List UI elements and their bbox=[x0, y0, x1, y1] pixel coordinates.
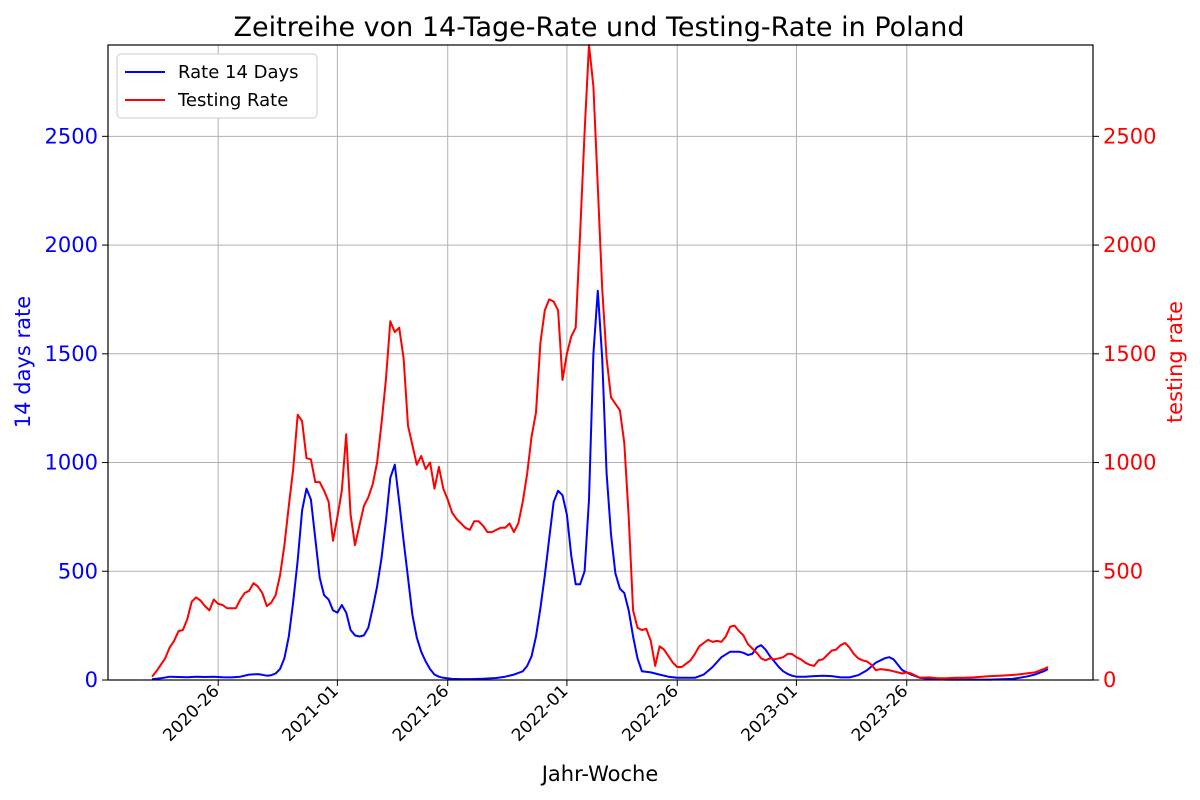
y-axis-label-right: testing rate bbox=[1163, 301, 1187, 423]
x-tick-label: 2023-01 bbox=[738, 681, 802, 745]
y-tick-label-right: 0 bbox=[1103, 668, 1116, 692]
y-tick-label-right: 2500 bbox=[1103, 124, 1156, 148]
y-tick-label-left: 2000 bbox=[45, 233, 98, 257]
y-tick-label-right: 500 bbox=[1103, 559, 1143, 583]
x-tick-label: 2021-01 bbox=[279, 681, 343, 745]
y-tick-label-right: 1500 bbox=[1103, 342, 1156, 366]
series-line-testing-rate bbox=[151, 44, 1049, 680]
y-tick-label-left: 1500 bbox=[45, 342, 98, 366]
x-tick-label: 2022-01 bbox=[508, 681, 572, 745]
y-tick-label-left: 0 bbox=[85, 668, 98, 692]
legend-label-rate-14-days: Rate 14 Days bbox=[178, 62, 299, 83]
x-tick-label: 2020-26 bbox=[159, 681, 223, 745]
chart-title: Zeitreihe von 14-Tage-Rate und Testing-R… bbox=[234, 12, 965, 43]
y-tick-label-right: 1000 bbox=[1103, 451, 1156, 475]
y-tick-label-right: 2000 bbox=[1103, 233, 1156, 257]
y-tick-label-left: 2500 bbox=[45, 124, 98, 148]
legend: Rate 14 Days Testing Rate bbox=[116, 53, 318, 119]
y-tick-label-left: 1000 bbox=[45, 451, 98, 475]
series-line-rate-14-days bbox=[151, 289, 1049, 681]
x-axis-label: Jahr-Woche bbox=[540, 762, 659, 786]
x-tick-label: 2023-26 bbox=[848, 681, 912, 745]
axis-ticks: 0 0 500 500 1000 1000 1500 1500 2000 2000 2500 2500… bbox=[45, 124, 1157, 745]
series-lines bbox=[151, 44, 1049, 681]
grid bbox=[108, 45, 1093, 680]
x-tick-label: 2021-26 bbox=[389, 681, 453, 745]
x-tick-label: 2022-26 bbox=[618, 681, 682, 745]
y-axis-label-left: 14 days rate bbox=[11, 296, 35, 428]
plot-frame bbox=[107, 44, 1094, 681]
legend-label-testing-rate: Testing Rate bbox=[177, 90, 288, 111]
legend-box bbox=[116, 53, 318, 119]
y-tick-label-left: 500 bbox=[58, 559, 98, 583]
